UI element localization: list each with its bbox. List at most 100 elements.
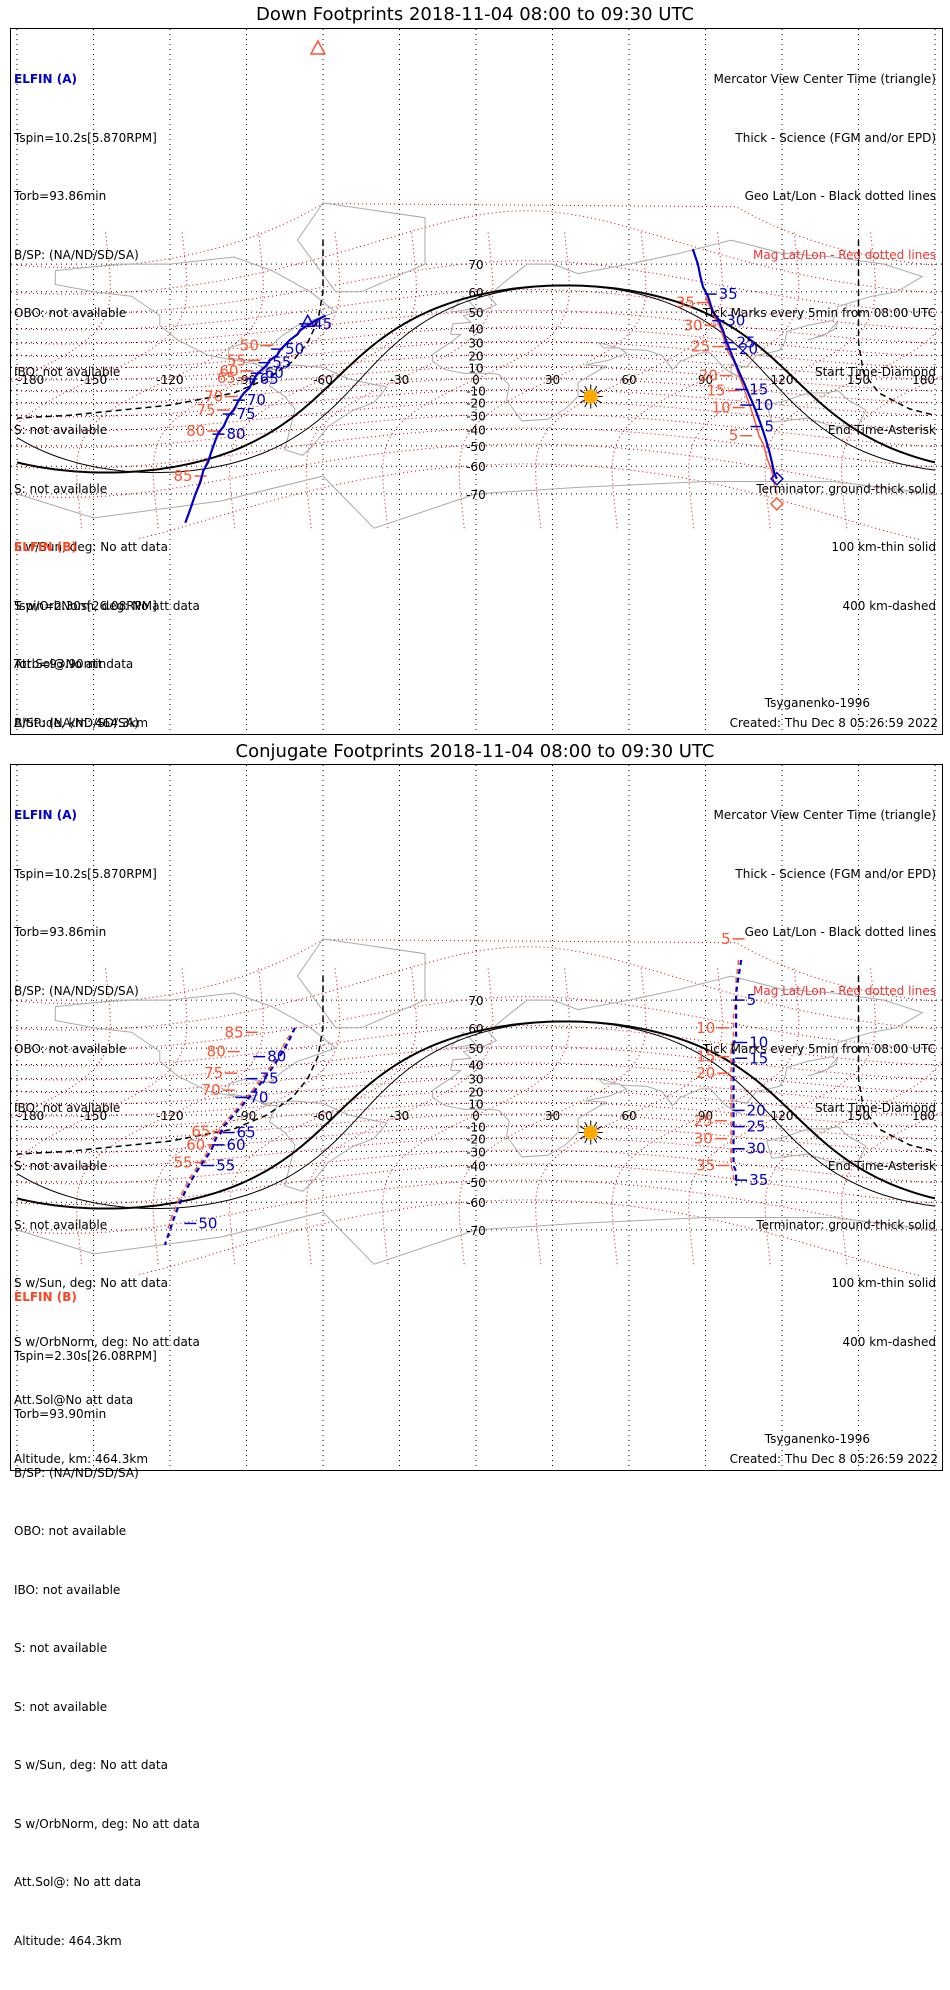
sun-ray xyxy=(596,1135,602,1139)
lon-tick-label: 180 xyxy=(912,1109,935,1123)
mag-lon-gridline xyxy=(688,229,876,529)
mag-lat-gridline xyxy=(16,1025,936,1067)
elfin-b-tick-label: 60 xyxy=(186,1136,205,1154)
legend-line: Start Time-Diamond xyxy=(814,364,936,379)
lon-tick-label: 0 xyxy=(472,1109,480,1123)
lat-tick-label: -40 xyxy=(466,424,486,438)
elfin-b-tick-label: 5 xyxy=(729,427,739,445)
elfin-a-line: S w/Sun, deg: No att data xyxy=(14,1276,168,1290)
elfin-a-tick-label: 5 xyxy=(747,991,757,1009)
lon-tick-label: -120 xyxy=(156,373,183,387)
legend-line: Terminator: ground-thick solid xyxy=(756,481,936,496)
elfin-b-line: B/SP: (NA/ND/SD/SA) xyxy=(14,1465,139,1480)
lat-tick-label: -70 xyxy=(466,1224,486,1238)
mag-lat-gridline xyxy=(16,1062,936,1094)
map-canvas-down: -180 -150 -120 -90 -60 -30 0 30 60 90 120 150 180706… xyxy=(11,29,942,734)
lon-tick-label: 30 xyxy=(545,1109,560,1123)
elfin-a-tick-label: 35 xyxy=(719,285,738,303)
elfin-a-line: Altitude, km: 464.3km xyxy=(14,715,149,730)
map-down[interactable]: -180 -150 -120 -90 -60 -30 0 30 60 90 120 150 180 70 6… xyxy=(10,28,943,1198)
mag-lat-gridline xyxy=(16,427,936,469)
elfin-a-heading: ELFIN (A) xyxy=(14,808,77,822)
mag-lon-gridline xyxy=(11,229,188,433)
elfin-a-line: S: not available xyxy=(14,423,108,437)
lat-tick-label: -50 xyxy=(466,440,486,454)
elfin-a-track xyxy=(732,959,743,1186)
legend-line: Start Time-Diamond xyxy=(814,1100,936,1115)
elfin-a-line: S: not available xyxy=(14,1159,108,1173)
mag-lon-gridline xyxy=(611,965,800,1265)
elfin-a-tick-label: 15 xyxy=(749,1049,768,1067)
elfin-b-tick-label: 15 xyxy=(706,382,725,400)
mag-lon-gridline xyxy=(152,229,341,529)
elfin-b-tick-label: 50 xyxy=(240,336,259,354)
elfin-a-end-diamond-icon xyxy=(769,471,784,486)
model-label: Tsyganenko-1996 xyxy=(764,1432,870,1446)
mag-lat-gridline xyxy=(16,309,936,345)
legend-line: Mag Lat/Lon - Red dotted lines xyxy=(752,247,936,262)
elfin-a-line: Att.Sol@No att data xyxy=(14,657,134,671)
mag-lon-gridline xyxy=(76,229,264,529)
coastline xyxy=(807,320,839,341)
elfin-b-end-diamond-icon xyxy=(769,496,784,511)
coastline xyxy=(432,975,924,1158)
sun-ray xyxy=(584,1138,588,1144)
lon-tick-label: -150 xyxy=(80,1109,107,1123)
elfin-a-line: S: not available xyxy=(14,1217,108,1232)
elfin-b-tick-label: 80 xyxy=(186,422,205,440)
elfin-a-line: Altitude, km: 464.3km xyxy=(14,1451,149,1466)
mag-lon-gridline xyxy=(152,965,341,1265)
legend-line: Geo Lat/Lon - Black dotted lines xyxy=(744,189,936,203)
elfin-b-tick-label: 30 xyxy=(684,316,703,334)
elfin-b-line: Tspin=2.30s[26.08RPM] xyxy=(14,1348,157,1363)
lat-tick-label: 40 xyxy=(468,322,483,336)
mag-lon-gridline xyxy=(611,229,800,529)
elfin-b-track xyxy=(704,296,778,495)
lat-tick-label: -20 xyxy=(466,1133,486,1147)
elfin-a-heading: ELFIN (A) xyxy=(14,72,77,86)
lon-tick-label: 0 xyxy=(472,373,480,387)
sun-ray xyxy=(593,1121,598,1127)
elfin-b-tick-label: 70 xyxy=(204,388,223,406)
lon-tick-label: -30 xyxy=(390,1109,410,1123)
sun-icon xyxy=(583,1125,598,1140)
lat-tick-label: 10 xyxy=(468,1097,483,1111)
legend-line: End Time-Asterisk xyxy=(827,1159,936,1173)
legend-line: 400 km-dashed xyxy=(842,598,936,613)
elfin-b-tick-label: 20 xyxy=(699,367,718,385)
mag-lat-gridline xyxy=(16,289,936,331)
elfin-a-tick-label: 70 xyxy=(247,391,266,409)
sun-ray xyxy=(593,1138,598,1144)
elfin-a-track xyxy=(691,248,778,480)
mag-lat-gridline xyxy=(16,400,936,432)
lat-tick-label: 10 xyxy=(468,361,483,375)
lat-tick-label: 20 xyxy=(468,1085,483,1099)
elfin-b-tick-label: 25 xyxy=(694,1112,713,1130)
sun-ray xyxy=(596,390,602,394)
elfin-b-track xyxy=(166,1027,296,1231)
map-conjugate[interactable]: -180 -150 -120 -90 -60 -30 0 30 60 90 120 150 180 70 6… xyxy=(10,764,943,1948)
coastline xyxy=(432,239,924,422)
legend-line: Mercator View Center Time (triangle) xyxy=(713,808,936,822)
mag-lon-gridline xyxy=(229,229,417,529)
mag-lon-gridline xyxy=(305,965,494,1265)
elfin-a-tick-label: 5 xyxy=(765,418,775,436)
elfin-a-line: Tspin=10.2s[5.870RPM] xyxy=(14,130,157,145)
mag-lon-gridline xyxy=(382,229,570,529)
elfin-a-tick-label: 15 xyxy=(749,380,768,398)
mag-lon-gridline xyxy=(458,965,647,1265)
elfin-a-line: S w/OrbNorm, deg: No att data xyxy=(14,598,200,613)
elfin-b-line: B/SP: (NA/ND/SD/SA) xyxy=(14,715,139,730)
elfin-a-tick-label: 65 xyxy=(237,1124,256,1142)
elfin-a-tick-label: 20 xyxy=(747,1101,766,1119)
coastline xyxy=(296,202,426,293)
mag-lon-gridline xyxy=(11,965,188,1169)
elfin-a-line: B/SP: (NA/ND/SD/SA) xyxy=(14,247,139,262)
elfin-b-line: S w/OrbNorm, deg: No att data xyxy=(14,1816,200,1831)
lat-tick-label: 60 xyxy=(468,1022,483,1036)
mag-lon-gridline xyxy=(76,965,264,1265)
lon-tick-label: 60 xyxy=(621,1109,636,1123)
mag-lat-gridline xyxy=(16,1136,936,1168)
elfin-b-tick-label: 70 xyxy=(202,1081,221,1099)
coastline xyxy=(450,295,478,313)
